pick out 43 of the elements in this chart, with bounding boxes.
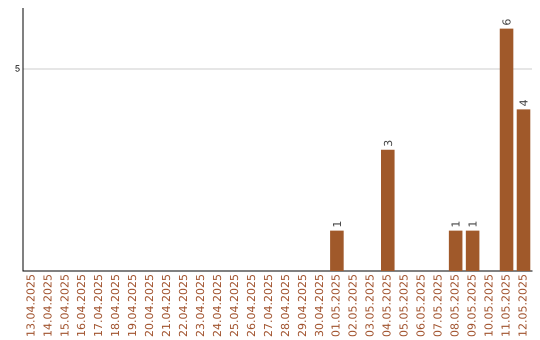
data-label: 6 xyxy=(500,18,514,26)
x-tick-label: 03.05.2025 xyxy=(364,274,377,338)
x-tick-label: 27.04.2025 xyxy=(262,274,275,338)
x-tick-label: 06.05.2025 xyxy=(414,274,428,338)
x-tick-label: 24.04.2025 xyxy=(210,274,224,338)
x-tick-label: 08.05.2025 xyxy=(448,274,462,338)
x-tick-label: 01.05.2025 xyxy=(330,274,343,338)
x-tick-label: 12.05.2025 xyxy=(516,274,530,338)
x-tick-label: 19.04.2025 xyxy=(126,274,140,338)
x-tick-label: 18.04.2025 xyxy=(109,274,122,338)
bar xyxy=(448,230,462,272)
x-tick-label: 23.04.2025 xyxy=(194,274,208,338)
data-label: 4 xyxy=(518,99,531,106)
x-tick-label: 11.05.2025 xyxy=(499,274,512,338)
y-tick-label: 5 xyxy=(14,63,20,74)
data-label: 1 xyxy=(450,220,463,228)
data-label: 1 xyxy=(330,220,344,228)
bar xyxy=(466,230,480,272)
x-tick-label: 13.04.2025 xyxy=(24,274,38,338)
x-tick-label: 17.04.2025 xyxy=(92,274,106,338)
data-label: 1 xyxy=(466,220,480,228)
bar xyxy=(330,230,344,272)
x-tick-label: 14.04.2025 xyxy=(41,274,54,338)
x-tick-label: 10.05.2025 xyxy=(482,274,496,338)
x-tick-label: 21.04.2025 xyxy=(160,274,174,338)
x-tick-label: 16.04.2025 xyxy=(75,274,88,338)
x-tick-label: 26.04.2025 xyxy=(244,274,258,338)
data-label: 3 xyxy=(382,140,395,147)
x-tick-label: 02.05.2025 xyxy=(346,274,360,338)
bar xyxy=(381,150,395,272)
bar xyxy=(500,28,514,272)
x-tick-label: 28.04.2025 xyxy=(278,274,292,338)
x-tick-label: 09.05.2025 xyxy=(465,274,478,338)
x-tick-label: 25.04.2025 xyxy=(228,274,241,338)
x-tick-label: 15.04.2025 xyxy=(58,274,72,338)
x-tick-label: 07.05.2025 xyxy=(432,274,445,338)
x-tick-label: 30.04.2025 xyxy=(312,274,326,338)
x-tick-label: 05.05.2025 xyxy=(398,274,411,338)
x-tick-label: 22.04.2025 xyxy=(177,274,190,338)
x-tick-label: 20.04.2025 xyxy=(143,274,156,338)
x-tick-label: 29.04.2025 xyxy=(296,274,309,338)
x-tick-label: 04.05.2025 xyxy=(380,274,394,338)
bar xyxy=(516,109,530,272)
